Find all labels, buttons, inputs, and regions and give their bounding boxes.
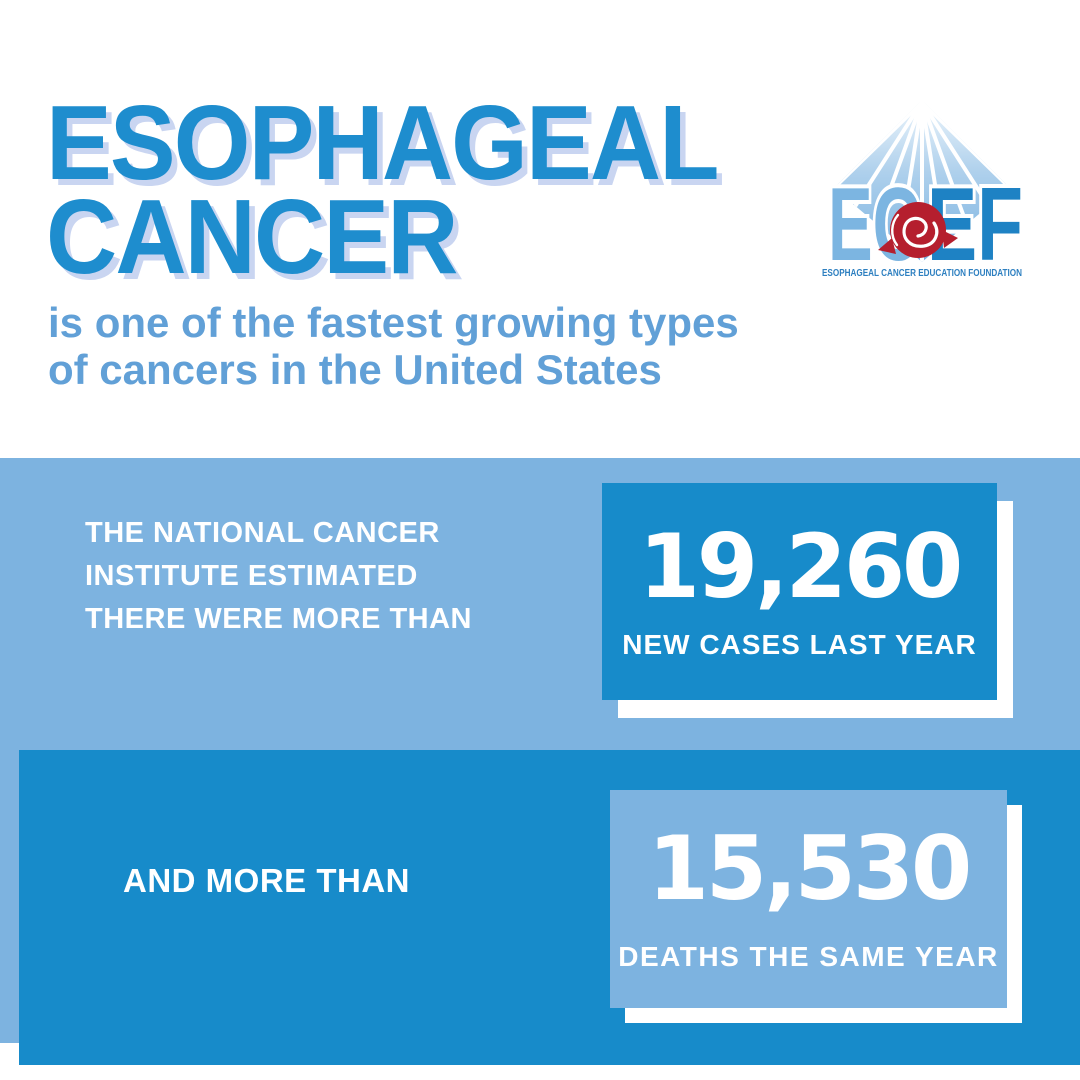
deaths-label: DEATHS THE SAME YEAR (618, 941, 999, 972)
cases-intro-line2: INSTITUTE ESTIMATED (85, 560, 418, 592)
page-title-line1: ESOPHAGEAL (46, 84, 719, 202)
deaths-card: 15,530 DEATHS THE SAME YEAR (610, 790, 1007, 1008)
deaths-value: 15,530 (647, 817, 973, 920)
sunburst-rays-icon (834, 100, 1010, 262)
cases-intro-text: THE NATIONAL CANCER INSTITUTE ESTIMATED … (85, 512, 472, 641)
page-subtitle-line1: is one of the fastest growing types (48, 299, 739, 346)
ecef-logo: EC EF ESOPHAGEAL CANCER EDUCATION FOUNDA… (822, 100, 1026, 284)
new-cases-card: 19,260 NEW CASES LAST YEAR (602, 483, 997, 700)
page-title: ESOPHAGEAL CANCER (46, 84, 719, 296)
new-cases-value: 19,260 (638, 514, 964, 618)
logo-tagline: ESOPHAGEAL CANCER EDUCATION FOUNDATION (822, 267, 1022, 279)
rose-icon (878, 202, 958, 258)
cases-intro-line1: THE NATIONAL CANCER (85, 517, 440, 549)
page-subtitle: is one of the fastest growing types of c… (48, 299, 739, 393)
page-title-line2: CANCER (46, 178, 458, 296)
page-subtitle-line2: of cancers in the United States (48, 346, 662, 393)
cases-intro-line3: THERE WERE MORE THAN (85, 603, 472, 635)
deaths-intro-text: AND MORE THAN (123, 862, 410, 899)
new-cases-label: NEW CASES LAST YEAR (622, 628, 977, 660)
